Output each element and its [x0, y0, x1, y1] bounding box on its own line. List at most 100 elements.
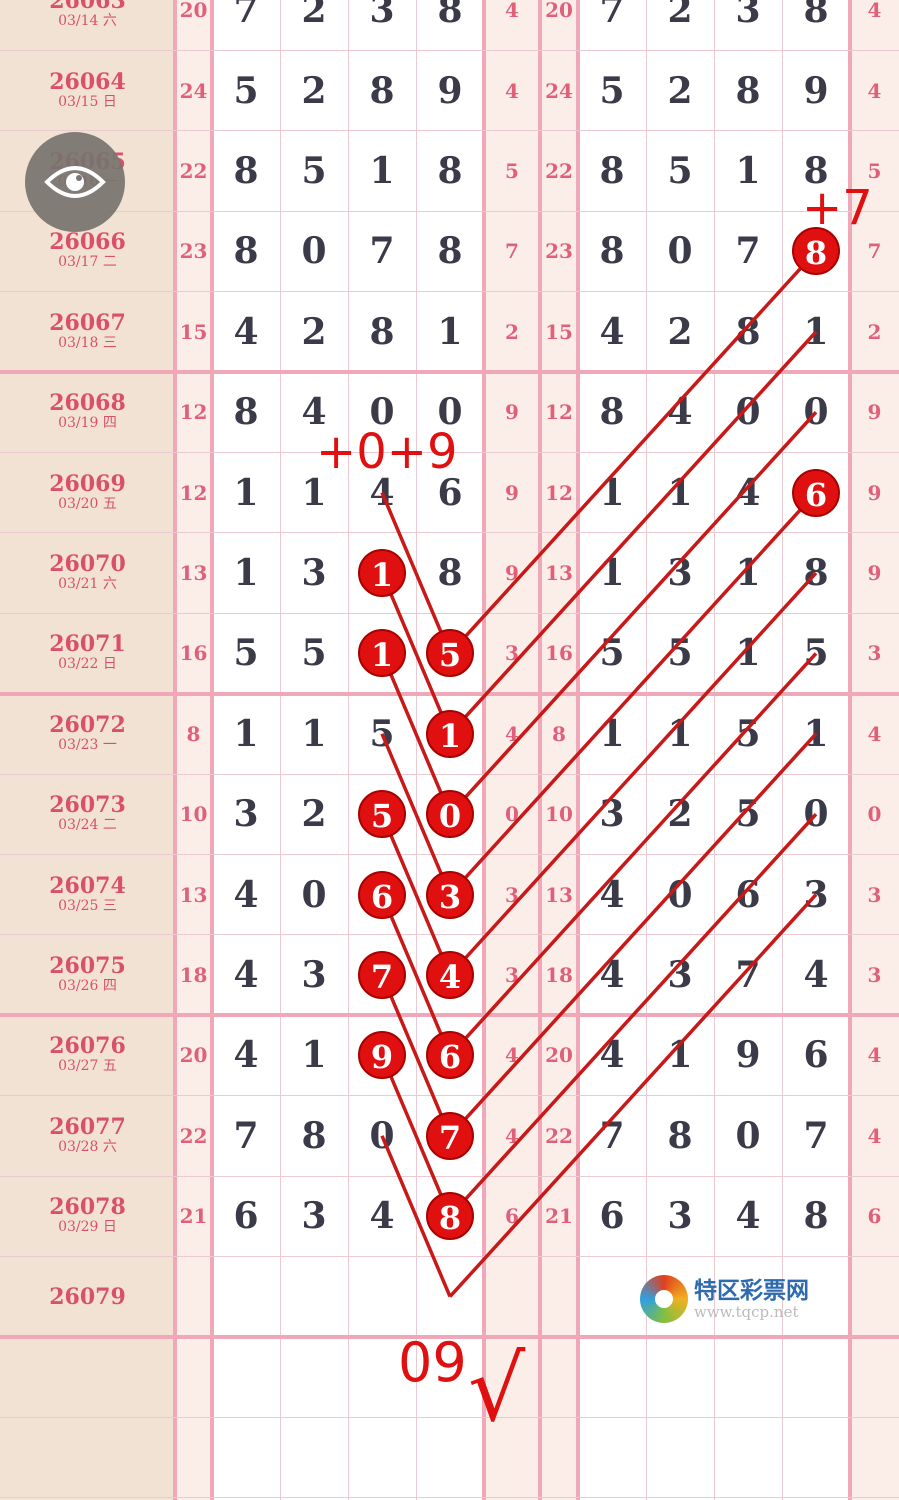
- digit-cell-right-text: 5: [599, 632, 625, 675]
- sum-cell-right-text: 22: [545, 158, 573, 183]
- span-cell-text: 4: [505, 0, 519, 23]
- draw-date: 03/26 四: [58, 977, 117, 994]
- digit-cell: 8: [348, 50, 416, 130]
- sum-cell-right: 22: [540, 1096, 578, 1176]
- span-cell-right-text: 3: [867, 882, 882, 907]
- sum-cell-right-text: 23: [545, 239, 573, 264]
- grid-hline: [0, 532, 899, 534]
- digit-cell: 1: [280, 694, 348, 774]
- trend-line: [448, 330, 818, 735]
- highlighted-digit: 6: [782, 452, 850, 532]
- trend-line: [380, 572, 452, 735]
- digit-cell-right: 6: [782, 1015, 850, 1095]
- digit-cell-right: 1: [714, 533, 782, 613]
- highlighted-digit-text: 8: [426, 1192, 474, 1241]
- digit-cell: 4: [212, 935, 280, 1015]
- digit-cell-right: 1: [578, 694, 646, 774]
- digit-cell: 0: [416, 372, 484, 452]
- span-cell-text: 9: [505, 480, 519, 505]
- draw-date: 03/21 六: [58, 575, 117, 592]
- sum-cell-right-text: 12: [545, 400, 573, 425]
- digit-cell-right: 6: [714, 854, 782, 934]
- digit-cell-right-text: 2: [667, 69, 693, 112]
- digit-cell-right: 1: [714, 613, 782, 693]
- digit-cell: 7: [348, 211, 416, 291]
- digit-cell-right-text: 9: [735, 1034, 761, 1077]
- eye-toggle-button[interactable]: [25, 132, 125, 232]
- trend-line: [380, 893, 452, 1057]
- period-cell-text: 26074: [49, 872, 126, 899]
- trend-line: [380, 813, 452, 976]
- digit-cell-right-text: 2: [667, 0, 693, 32]
- highlighted-digit: 5: [348, 774, 416, 854]
- digit-cell: 3: [348, 0, 416, 50]
- digit-cell-right: 3: [578, 774, 646, 854]
- digit-cell: 8: [212, 211, 280, 291]
- digit-cell-text: 2: [301, 69, 327, 112]
- digit-cell: 4: [348, 452, 416, 532]
- digit-cell: 2: [280, 50, 348, 130]
- highlighted-digit-text: 5: [358, 790, 406, 839]
- grid-hline: [0, 370, 899, 374]
- digit-cell-right-text: 8: [735, 69, 761, 112]
- digit-cell-right: 8: [714, 292, 782, 372]
- digit-cell-text: 3: [301, 1195, 327, 1238]
- span-cell-right-text: 3: [867, 962, 882, 987]
- sum-cell-text: 18: [179, 962, 208, 987]
- digit-cell-right-text: 8: [735, 310, 761, 353]
- sum-cell-right: 23: [540, 211, 578, 291]
- digit-cell-right: 4: [578, 935, 646, 1015]
- grid-hline: [0, 49, 899, 51]
- digit-cell-right: 8: [578, 211, 646, 291]
- highlighted-digit-text: 5: [426, 629, 474, 678]
- digit-cell-right: 6: [578, 1176, 646, 1256]
- grid-hline: [0, 691, 899, 696]
- digit-cell-right-text: 8: [803, 551, 829, 594]
- span-cell-right: 2: [850, 292, 899, 372]
- digit-cell-right: 1: [714, 131, 782, 211]
- period-cell-text: 26075: [49, 952, 126, 979]
- grid-hline: [0, 934, 899, 936]
- digit-cell-right: 8: [782, 0, 850, 50]
- digit-cell-right: 1: [782, 694, 850, 774]
- digit-cell-right: 8: [714, 50, 782, 130]
- grid-hline: [0, 1013, 899, 1018]
- digit-cell-right: 4: [782, 935, 850, 1015]
- grid-vline: [645, 0, 647, 1500]
- span-cell: 9: [484, 372, 540, 452]
- highlighted-digit: 1: [416, 694, 484, 774]
- sum-cell-right-text: 13: [545, 560, 573, 585]
- period-cell: 26070 03/21 六: [0, 533, 175, 613]
- digit-cell-right: 8: [578, 372, 646, 452]
- period-cell-text: 26064: [49, 68, 126, 95]
- span-cell-right-text: 4: [867, 78, 882, 103]
- digit-cell-right-text: 6: [599, 1195, 625, 1238]
- digit-cell: 7: [212, 0, 280, 50]
- period-cell-text: 26072: [49, 711, 126, 738]
- grid-vline: [347, 0, 349, 1500]
- trend-line: [380, 1054, 452, 1217]
- span-cell-text: 4: [505, 78, 519, 103]
- grid-hline: [0, 612, 899, 614]
- digit-cell: 5: [280, 613, 348, 693]
- digit-cell-right-text: 4: [599, 1034, 625, 1077]
- digit-cell: 0: [348, 1096, 416, 1176]
- span-cell-right: 4: [850, 694, 899, 774]
- digit-cell-right-text: 6: [803, 1034, 829, 1077]
- sum-cell-right: 10: [540, 774, 578, 854]
- digit-cell-text: 8: [369, 69, 395, 112]
- span-cell-right: 4: [850, 1015, 899, 1095]
- digit-cell-right-text: 7: [735, 953, 761, 996]
- digit-cell-text: 1: [233, 471, 259, 514]
- highlighted-digit: 1: [348, 533, 416, 613]
- digit-cell-text: 2: [301, 0, 327, 32]
- grid-hline: [0, 1497, 899, 1499]
- digit-cell-right-text: 0: [803, 391, 829, 434]
- sum-cell-text: 23: [179, 239, 208, 264]
- sum-cell-text: 22: [179, 158, 208, 183]
- digit-cell-right: 0: [714, 372, 782, 452]
- digit-cell-right: 2: [646, 0, 714, 50]
- digit-cell: 5: [348, 694, 416, 774]
- digit-cell: 4: [348, 1176, 416, 1256]
- span-cell-right: 4: [850, 0, 899, 50]
